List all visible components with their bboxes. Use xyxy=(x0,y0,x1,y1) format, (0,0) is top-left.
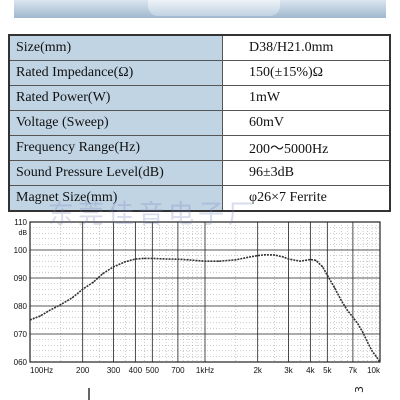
x-tick-label: 400 xyxy=(129,366,143,375)
response-curve-point xyxy=(322,266,324,268)
response-curve-point xyxy=(309,258,311,261)
spec-label: Rated Impedance(Ω) xyxy=(8,60,223,86)
x-tick-label: 10k xyxy=(367,366,381,375)
spec-label: Size(mm) xyxy=(8,34,223,61)
bottom-corner-label: 3 xyxy=(353,386,366,393)
response-curve-point xyxy=(282,256,284,258)
y-tick-label: 080 xyxy=(14,302,28,311)
response-curve-point xyxy=(204,260,206,262)
response-curve-point xyxy=(357,323,359,325)
y-tick-label: 060 xyxy=(14,358,28,367)
spec-value: φ26×7 Ferrite xyxy=(222,185,391,212)
response-curve-point xyxy=(124,261,126,263)
bottom-tick-mark xyxy=(88,388,90,400)
spec-row-power: Rated Power(W) 1mW xyxy=(8,85,391,111)
response-curve-point xyxy=(379,361,381,363)
spec-label: Magnet Size(mm) xyxy=(8,185,223,212)
spec-value: 60mV xyxy=(222,110,391,136)
header-banner xyxy=(14,0,386,18)
spec-label: Sound Pressure Level(dB) xyxy=(8,160,223,186)
response-curve-point xyxy=(367,341,369,343)
response-curve-point xyxy=(264,254,266,256)
x-tick-label: 5k xyxy=(323,366,332,375)
spec-label: Rated Power(W) xyxy=(8,85,223,111)
response-curve-point xyxy=(371,350,373,352)
response-curve-point xyxy=(249,256,251,258)
response-curve-point xyxy=(92,281,94,283)
response-curve-point xyxy=(49,309,51,311)
response-curve-point xyxy=(134,258,136,260)
response-curve-point xyxy=(60,304,62,306)
spec-table: Size(mm) D38/H21.0mm Rated Impedance(Ω) … xyxy=(8,34,391,212)
x-tick-label: 200 xyxy=(76,366,90,375)
frequency-response-chart: 110 100 090 080 070 060 dB 100Hz 200 300 400 500 700… xyxy=(0,212,400,378)
x-tick-label: 4k xyxy=(306,366,315,375)
response-curve-point xyxy=(177,258,179,260)
response-curve-point xyxy=(340,299,342,301)
response-curve-point xyxy=(235,259,237,261)
response-curve-point xyxy=(218,260,220,262)
response-curve-point xyxy=(187,259,189,261)
response-curve-point xyxy=(112,266,115,268)
y-unit-label: dB xyxy=(18,230,27,237)
response-curve-point xyxy=(274,254,276,256)
header-banner-tab xyxy=(148,0,280,16)
x-tick-label: 300 xyxy=(107,366,121,375)
response-curve-point xyxy=(375,355,377,357)
response-curve-point xyxy=(362,332,364,334)
spec-row-size: Size(mm) D38/H21.0mm xyxy=(8,34,391,61)
y-tick-label: 110 xyxy=(14,218,27,227)
x-tick-label: 3k xyxy=(284,366,293,375)
watermark-text: 东莞佳音电子厂 xyxy=(48,200,259,230)
x-tick-label: 7k xyxy=(349,366,358,375)
spec-label: Frequency Range(Hz) xyxy=(8,135,223,161)
response-curve-point xyxy=(165,258,167,260)
x-tick-label: 500 xyxy=(146,366,160,375)
response-curve-point xyxy=(299,260,301,262)
response-curve-point xyxy=(143,257,145,259)
x-tick-label: 1kHz xyxy=(196,366,214,375)
bottom-strip xyxy=(0,384,400,400)
response-curve-point xyxy=(196,260,198,262)
response-curve-point xyxy=(71,297,74,299)
response-curve-point xyxy=(40,315,42,317)
response-curve-point xyxy=(257,255,259,257)
response-curve-point xyxy=(315,259,317,261)
spec-row-frequency: Frequency Range(Hz) 200～5000Hz xyxy=(8,135,391,161)
response-curve-point xyxy=(82,288,84,290)
frequency-response-svg: 110 100 090 080 070 060 dB 100Hz 200 300 400 500 700… xyxy=(14,218,381,375)
spec-value: 1mW xyxy=(222,85,391,111)
spec-row-impedance: Rated Impedance(Ω) 150(±15%)Ω xyxy=(8,60,391,86)
spec-row-magnet: Magnet Size(mm) φ26×7 Ferrite xyxy=(8,185,391,212)
spec-value: 96±3dB xyxy=(222,160,391,186)
response-curve-point xyxy=(333,287,336,289)
response-curve-point xyxy=(29,319,31,321)
spec-value: 200～5000Hz xyxy=(222,135,391,161)
y-tick-label: 100 xyxy=(14,246,28,255)
x-tick-label: 2k xyxy=(253,366,262,375)
response-curve-point xyxy=(326,274,328,276)
spec-label: Voltage (Sweep) xyxy=(8,110,223,136)
y-tick-label: 070 xyxy=(14,330,28,339)
response-curve-point xyxy=(346,309,348,311)
response-curve-point xyxy=(102,273,104,275)
y-tick-label: 090 xyxy=(14,274,28,283)
spec-value: 150(±15%)Ω xyxy=(222,60,391,86)
x-tick-label: 100Hz xyxy=(30,366,53,375)
x-tick-label: 700 xyxy=(171,366,185,375)
response-curve-point xyxy=(151,257,153,259)
spec-row-voltage: Voltage (Sweep) 60mV xyxy=(8,110,391,136)
response-curve-point xyxy=(352,316,354,318)
spec-row-spl: Sound Pressure Level(dB) 96±3dB xyxy=(8,160,391,186)
response-curve-point xyxy=(287,258,290,260)
spec-value: D38/H21.0mm xyxy=(222,34,391,61)
